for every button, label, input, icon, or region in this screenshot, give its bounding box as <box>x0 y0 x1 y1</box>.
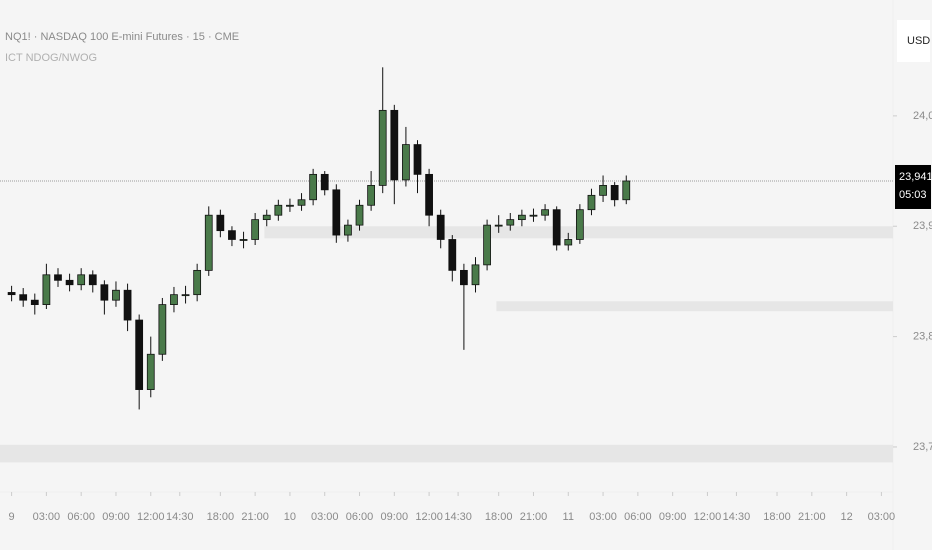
x-tick-label: 14:30 <box>444 511 472 523</box>
candle-body <box>541 209 549 216</box>
current-price-label: 23,941.00 <box>899 171 932 183</box>
candle-body <box>193 269 202 296</box>
candle-body <box>274 204 283 216</box>
currency-box[interactable] <box>897 20 930 62</box>
x-tick-label: 21:00 <box>241 511 269 523</box>
x-tick-label: 14:30 <box>166 511 194 523</box>
y-tick-label: 23,700.00 <box>913 441 932 453</box>
x-tick-label: 03:00 <box>868 511 896 523</box>
candle-body <box>239 239 248 241</box>
candle-body <box>448 239 457 271</box>
x-tick-label: 11 <box>563 511 574 523</box>
candle-body <box>320 173 329 191</box>
candle-body <box>367 185 375 206</box>
candle-body <box>158 304 167 355</box>
candle-body <box>471 264 480 286</box>
plot: 23,700.00 23,800.00 23,900.00 24,000.00 9 03:… <box>0 67 932 523</box>
candle-body <box>65 279 74 286</box>
candle-body <box>77 274 86 286</box>
x-tick-label: 12:00 <box>137 511 165 523</box>
x-tick-label: 18:00 <box>763 511 791 523</box>
candle-body <box>402 144 410 181</box>
gap-zone <box>0 444 893 463</box>
candle-body <box>123 289 132 321</box>
x-tick-label: 12:00 <box>694 511 722 523</box>
candle-body <box>564 239 573 246</box>
candle-body <box>112 289 120 301</box>
x-tick-label: 21:00 <box>798 511 826 523</box>
candle-body <box>599 185 607 196</box>
candle-body <box>204 214 213 271</box>
candle-body <box>30 299 39 305</box>
candle-body <box>7 292 16 296</box>
x-tick-label: 09:00 <box>381 511 409 523</box>
candle-body <box>262 214 271 221</box>
candle-body <box>587 194 596 211</box>
candle-body <box>309 173 318 201</box>
candle-body <box>552 209 561 246</box>
x-tick-label: 03:00 <box>589 511 617 523</box>
x-tick-label: 03:00 <box>33 511 61 523</box>
candle-body <box>135 319 144 390</box>
x-tick-label: 06:00 <box>346 511 374 523</box>
currency[interactable]: USD <box>907 35 930 47</box>
candle-body <box>460 269 468 286</box>
candle-body <box>100 284 109 301</box>
x-tick-label: 12 <box>840 511 852 523</box>
candle-body <box>483 224 491 266</box>
candle-body <box>413 144 422 175</box>
candle-body <box>436 214 445 240</box>
candle-body <box>146 353 155 390</box>
x-tick-label: 09:00 <box>102 511 130 523</box>
candle-body <box>622 180 631 201</box>
y-tick-label: 23,800.00 <box>913 331 932 343</box>
candle-body <box>286 204 294 207</box>
x-tick-label: 06:00 <box>67 511 95 523</box>
candle-body <box>390 109 399 181</box>
candle-body <box>378 109 387 186</box>
countdown: 05:03 <box>899 189 927 201</box>
x-tick-label: 06:00 <box>624 511 652 523</box>
candle-body <box>344 224 352 236</box>
candle-body <box>42 274 51 305</box>
indicator-name[interactable]: ICT NDOG/NWOG <box>5 52 97 64</box>
x-tick-label: 18:00 <box>207 511 235 523</box>
y-tick-label: 24,000.00 <box>913 110 932 122</box>
candle-body <box>228 230 236 240</box>
x-tick-label: 18:00 <box>485 511 513 523</box>
candle-body <box>19 294 28 301</box>
candle-body <box>575 209 584 240</box>
x-tick-label: 9 <box>9 511 15 523</box>
candle-body <box>297 199 306 206</box>
candle-body <box>332 189 341 236</box>
candle-body <box>88 274 97 286</box>
chart-title: NQ1! · NASDAQ 100 E-mini Futures · 15 · … <box>5 31 239 43</box>
candle-body <box>425 173 433 216</box>
current-price-box <box>895 164 931 209</box>
x-tick-label: 09:00 <box>659 511 687 523</box>
candle-body <box>494 224 503 227</box>
y-tick-label: 23,900.00 <box>913 220 932 232</box>
candle-body <box>251 219 260 240</box>
candle-body <box>506 219 515 226</box>
x-tick-label: 21:00 <box>520 511 548 523</box>
candle-body <box>170 294 178 305</box>
candle-body <box>216 214 225 232</box>
gap-zone <box>496 301 893 312</box>
candle-body <box>355 204 364 226</box>
x-tick-label: 10 <box>284 511 296 523</box>
candle-body <box>54 274 62 281</box>
x-tick-label: 12:00 <box>415 511 443 523</box>
candle-body <box>181 294 190 297</box>
candle-body <box>529 214 538 217</box>
candle-body <box>610 185 619 201</box>
x-tick-label: 03:00 <box>311 511 339 523</box>
candle-body <box>518 214 526 221</box>
x-tick-label: 14:30 <box>723 511 751 523</box>
